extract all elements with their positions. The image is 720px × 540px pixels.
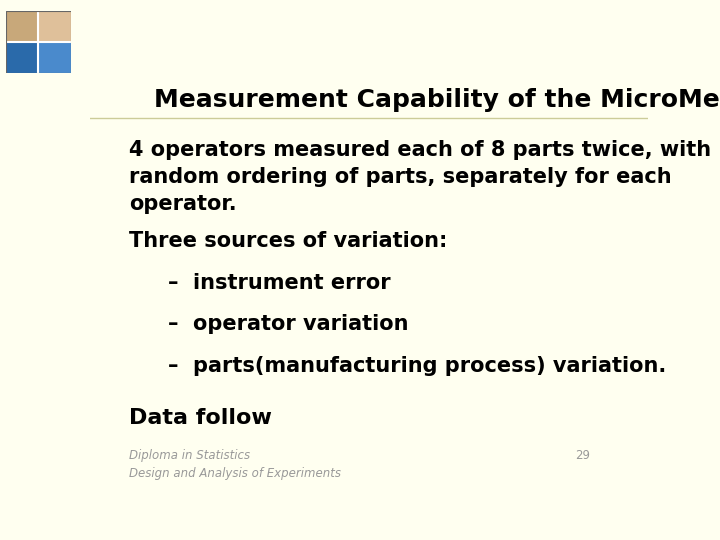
Text: –  parts(manufacturing process) variation.: – parts(manufacturing process) variation… (168, 356, 667, 376)
Text: Diploma in Statistics
Design and Analysis of Experiments: Diploma in Statistics Design and Analysi… (129, 449, 341, 480)
Bar (6, 42, 38, 73)
Text: Data follow: Data follow (129, 408, 272, 428)
Text: –  instrument error: – instrument error (168, 273, 391, 293)
Text: Measurement Capability of the MicroMeter: Measurement Capability of the MicroMeter (154, 87, 720, 112)
Text: Three sources of variation:: Three sources of variation: (129, 231, 447, 251)
Bar (6, 11, 38, 42)
Text: 4 operators measured each of 8 parts twice, with
random ordering of parts, separ: 4 operators measured each of 8 parts twi… (129, 140, 711, 214)
Bar (38, 42, 71, 73)
Bar (6, 11, 71, 42)
Text: 29: 29 (575, 449, 590, 462)
Bar (38, 11, 71, 42)
Text: –  operator variation: – operator variation (168, 314, 409, 334)
